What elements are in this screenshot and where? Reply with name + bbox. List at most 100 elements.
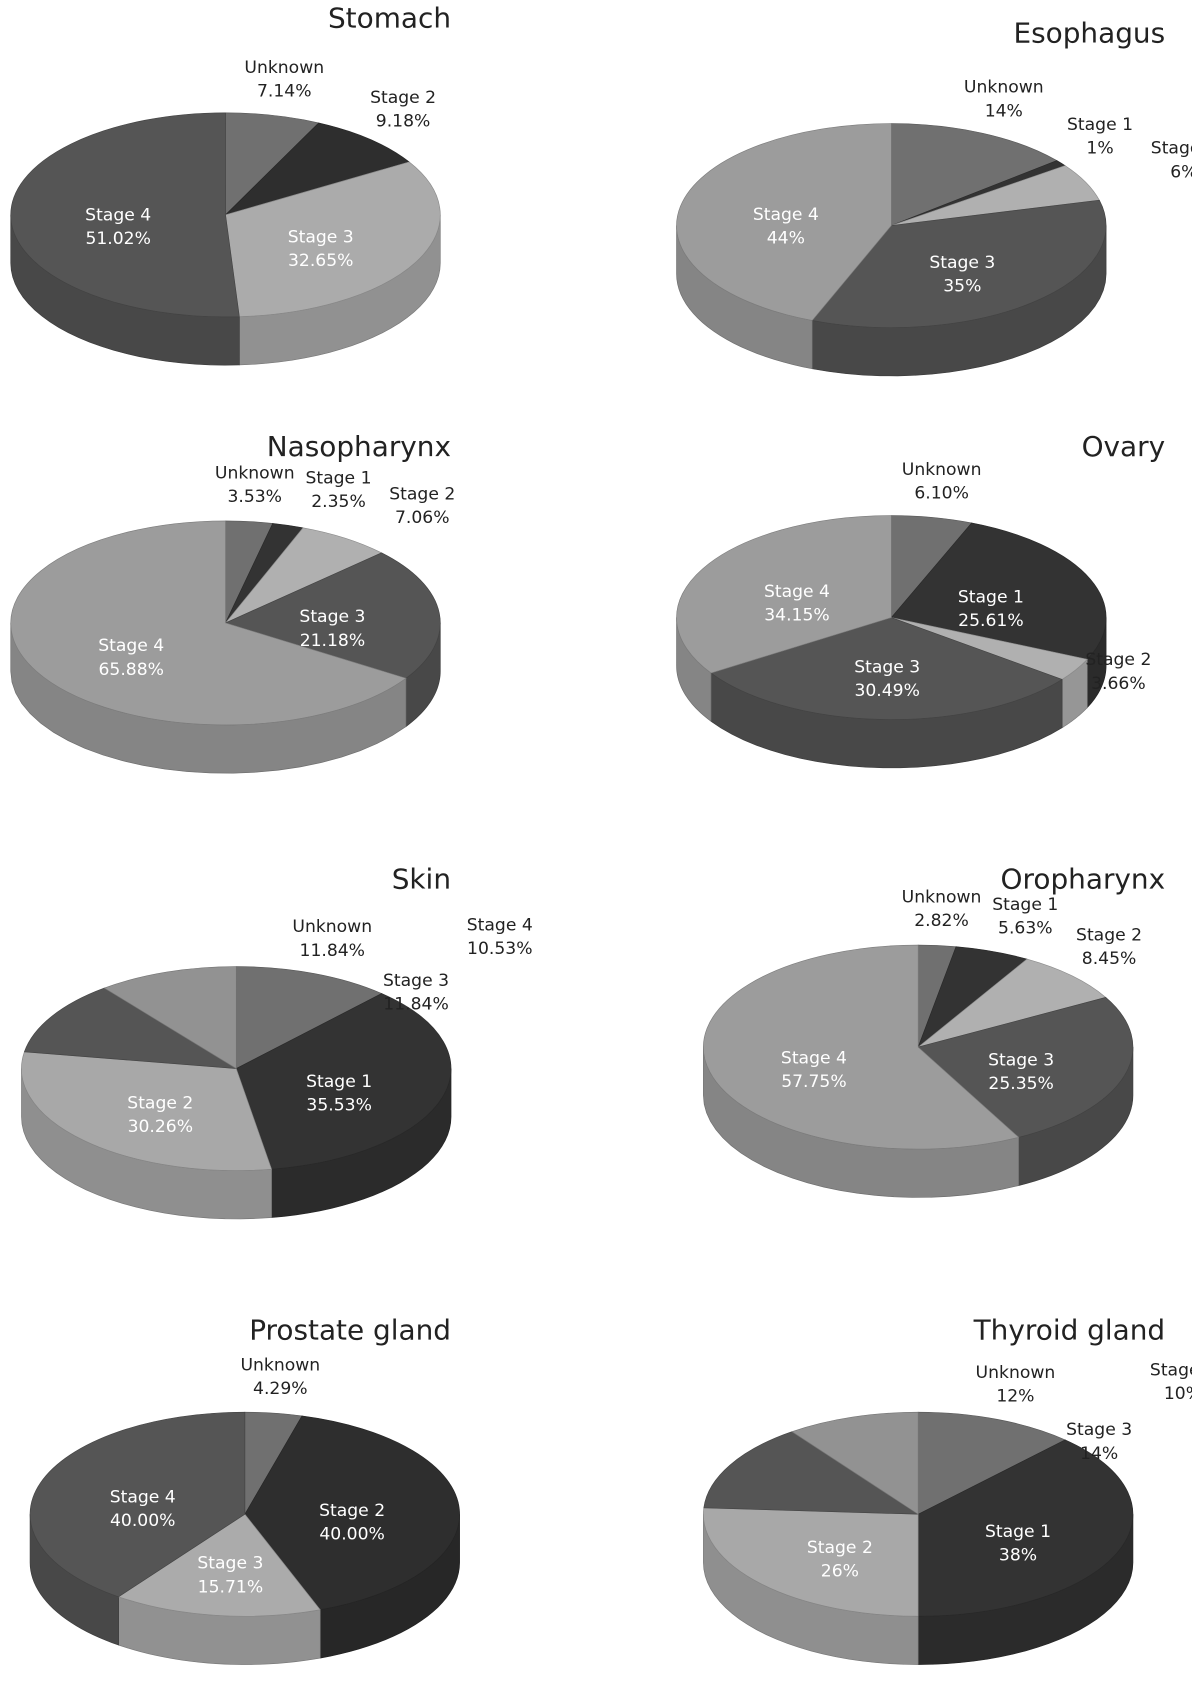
chart-title: Oropharynx: [1001, 863, 1166, 896]
slice: [244, 1415, 460, 1611]
slice-label-value: 7.14%: [257, 82, 312, 102]
slice-label-value: 8.45%: [1082, 949, 1137, 969]
slice: [917, 1439, 1134, 1617]
slice-label-value: 35%: [943, 276, 981, 296]
slice-label-name: Stage 4: [1150, 1360, 1192, 1380]
slice-label-name: Stage 2: [1076, 925, 1142, 945]
slice-label-value: 35.53%: [306, 1096, 371, 1116]
slice: [235, 993, 452, 1170]
slice-label-value: 34.15%: [764, 606, 829, 626]
slice-label-value: 65.88%: [98, 660, 163, 680]
slice: [917, 958, 1107, 1048]
slice-label-name: Stage 2: [370, 88, 436, 108]
slice: [29, 1411, 246, 1598]
slice-label-value: 14%: [1080, 1444, 1118, 1464]
slice-label-name: Stage 2: [1151, 139, 1192, 159]
slice-label-value: 2.35%: [311, 492, 366, 512]
slice-label-name: Unknown: [244, 58, 324, 78]
slice: [791, 1411, 919, 1515]
slice: [703, 1507, 919, 1617]
slice-label-value: 10.53%: [467, 939, 532, 959]
slice-label-name: Unknown: [292, 917, 372, 937]
slice-label-name: Stage 4: [110, 1487, 176, 1507]
slice-label-name: Stage 1: [985, 1522, 1051, 1542]
slice-label-name: Stage 2: [389, 484, 455, 504]
slice-label-value: 38%: [999, 1546, 1037, 1566]
slice-label-name: Unknown: [976, 1363, 1056, 1383]
slice-label-value: 2.82%: [914, 911, 969, 931]
slice-label-name: Stage 3: [197, 1554, 263, 1574]
slice-label-value: 57.75%: [781, 1072, 846, 1092]
slice-label-value: 6.10%: [914, 483, 969, 503]
chart-title: Thyroid gland: [973, 1314, 1166, 1347]
slice: [21, 1051, 273, 1171]
slice-label-value: 1%: [1086, 138, 1113, 158]
slice: [890, 522, 1107, 660]
slice: [225, 161, 441, 317]
chart-title: Skin: [392, 863, 451, 896]
slice-label-value: 30.49%: [854, 681, 919, 701]
slice: [676, 515, 892, 674]
slice: [676, 123, 892, 321]
chart-title: Stomach: [328, 1, 451, 34]
slice-label-name: Stage 4: [85, 205, 151, 225]
slice: [703, 1431, 920, 1515]
slice-label-value: 40.00%: [319, 1525, 384, 1545]
slice-label-value: 25.61%: [958, 611, 1023, 631]
slice-label-value: 10%: [1164, 1384, 1192, 1404]
slice: [917, 1411, 1066, 1515]
chart-title: Prostate gland: [249, 1314, 451, 1347]
slice-label-value: 51.02%: [85, 229, 150, 249]
slice: [10, 520, 407, 726]
slice-label-name: Unknown: [215, 464, 295, 484]
slice-label-value: 6%: [1170, 162, 1192, 182]
slice-label-value: 9.18%: [376, 111, 431, 131]
slice-label-value: 4.29%: [253, 1379, 308, 1399]
slice-label-name: Stage 1: [958, 587, 1024, 607]
slice: [917, 997, 1134, 1138]
chart-title: Esophagus: [1013, 16, 1165, 49]
slice-label-value: 15.71%: [198, 1577, 263, 1597]
slice-label-name: Stage 2: [319, 1501, 385, 1521]
slice-label-value: 11.84%: [383, 994, 448, 1014]
slice-label-value: 44%: [767, 229, 805, 249]
slice: [23, 987, 237, 1069]
slice: [224, 552, 441, 679]
slice-label-value: 12%: [996, 1387, 1034, 1407]
slice-label-name: Stage 4: [98, 636, 164, 656]
slice-label-value: 11.84%: [300, 941, 365, 961]
slice-label-value: 7.06%: [395, 508, 450, 528]
slice: [710, 617, 1063, 720]
slice-label-name: Stage 1: [1067, 115, 1133, 135]
slice-label-name: Stage 3: [299, 607, 365, 627]
slice-label-value: 3.66%: [1091, 674, 1146, 694]
slice-label-value: 32.65%: [288, 251, 353, 271]
slice-label-name: Unknown: [902, 460, 982, 480]
slice: [10, 112, 240, 318]
slice-label-name: Stage 4: [467, 915, 533, 935]
slice-label-name: Stage 3: [988, 1050, 1054, 1070]
slice-label-name: Unknown: [902, 888, 982, 908]
slice-label-name: Stage 3: [854, 657, 920, 677]
slice: [235, 966, 383, 1070]
slice-label-value: 3.53%: [227, 487, 282, 507]
chart-title: Ovary: [1082, 430, 1166, 463]
slice-label-name: Stage 4: [781, 1048, 847, 1068]
slice-label-name: Stage 1: [306, 1072, 372, 1092]
slice-label-name: Stage 1: [306, 468, 372, 488]
slice-label-value: 26%: [821, 1562, 859, 1582]
slice: [117, 1513, 321, 1617]
slice-label-name: Stage 3: [929, 253, 995, 273]
slice-label-name: Stage 2: [807, 1538, 873, 1558]
slice-label-name: Stage 1: [992, 895, 1058, 915]
slice-label-value: 14%: [985, 101, 1023, 121]
slice-label-value: 5.63%: [998, 919, 1053, 939]
slice: [703, 944, 1020, 1150]
slice-label-name: Unknown: [240, 1355, 320, 1375]
slice-label-name: Unknown: [964, 78, 1044, 98]
slice: [890, 123, 1058, 227]
slice: [811, 199, 1107, 328]
slice-label-name: Stage 2: [1085, 650, 1151, 670]
slice-label-name: Stage 3: [1066, 1420, 1132, 1440]
